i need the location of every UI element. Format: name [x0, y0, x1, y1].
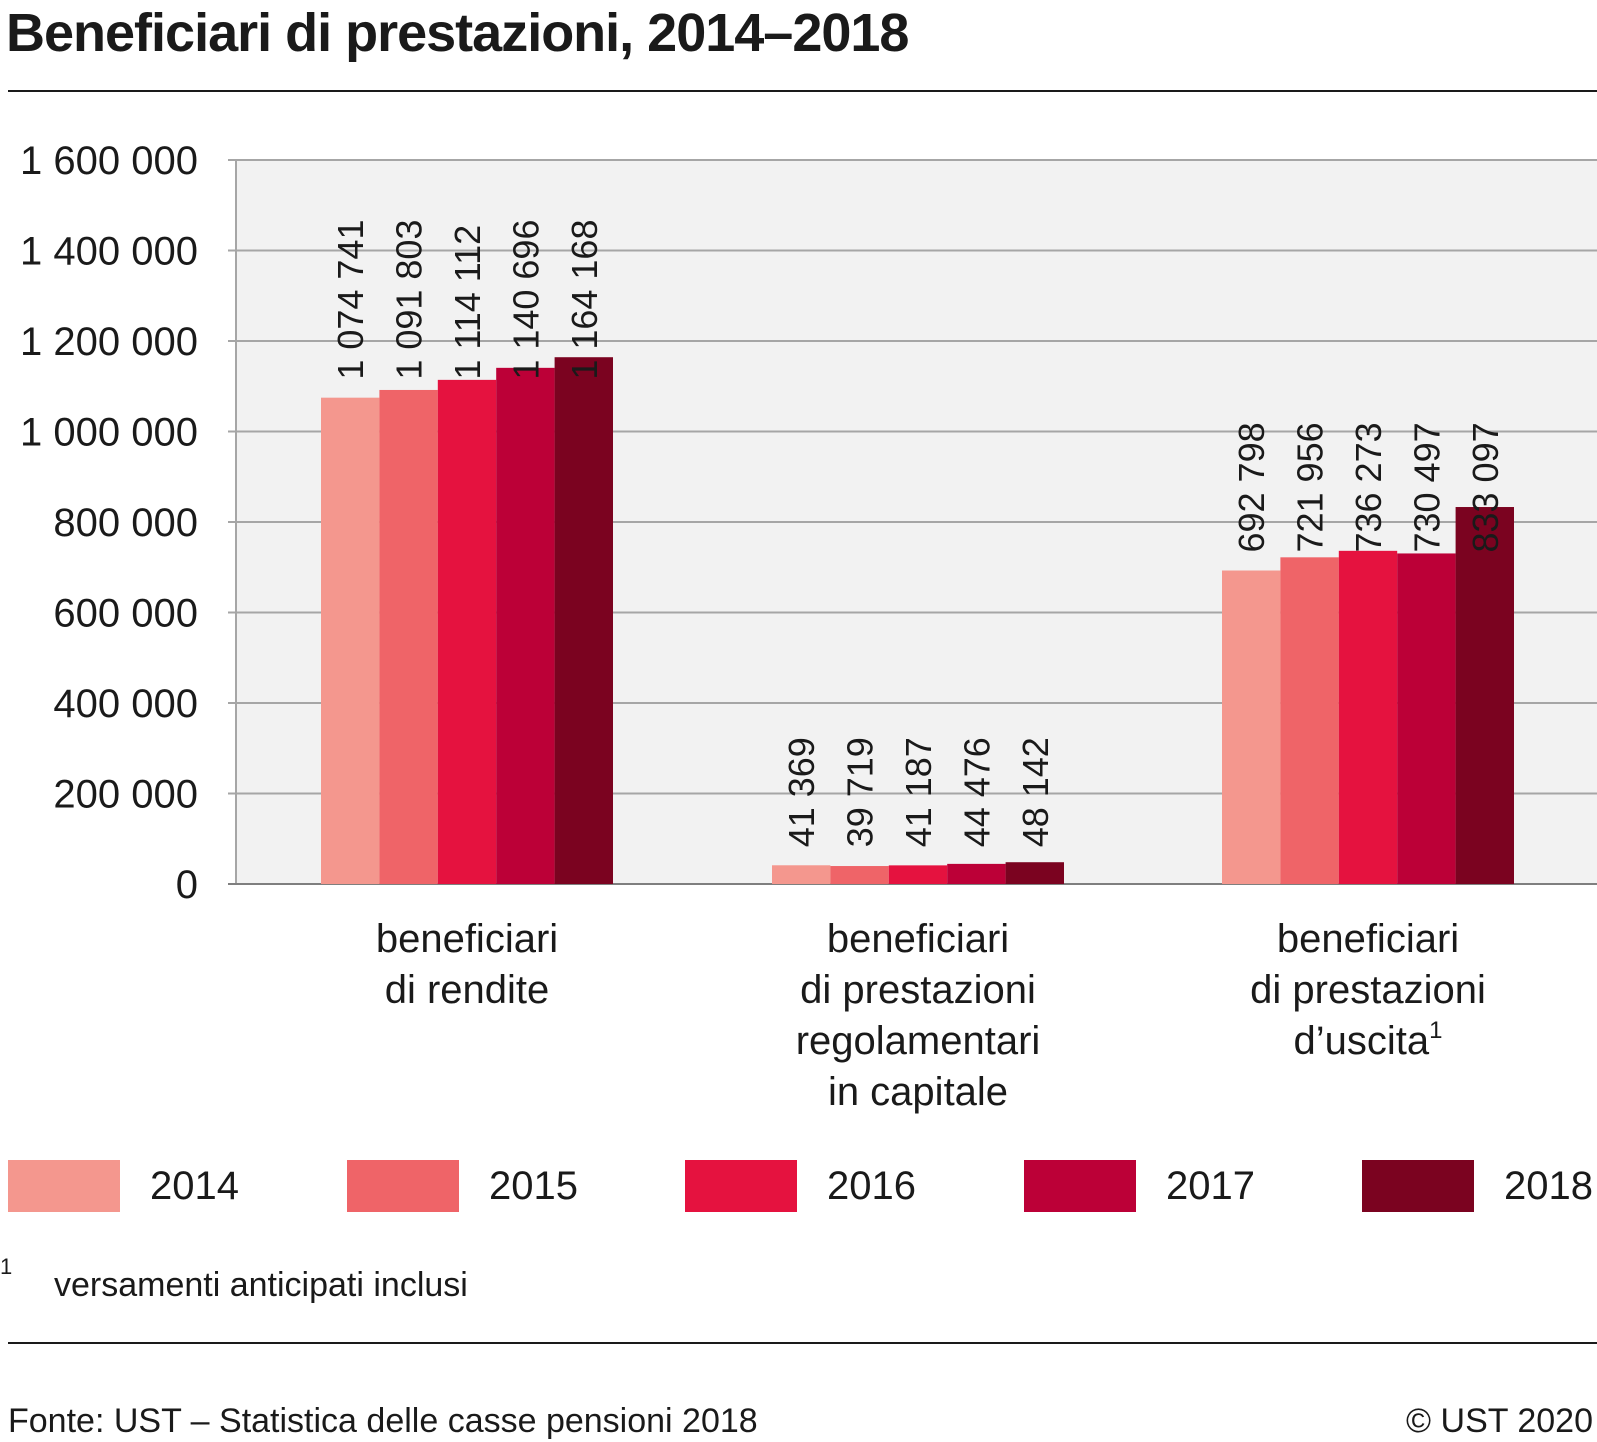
legend-swatch: [685, 1160, 797, 1212]
footnote-marker: 1: [0, 1254, 13, 1279]
value-label-2014-cat3: 692 798: [1231, 422, 1272, 552]
value-label-2015-cat1: 1 091 803: [389, 220, 430, 380]
bar-2018-cat3: [1455, 507, 1514, 884]
bar-2016-cat2: [888, 865, 948, 884]
category-footnote-marker: 1: [1429, 1017, 1442, 1044]
legend-label: 2018: [1504, 1164, 1593, 1208]
source-note: Fonte: UST – Statistica delle casse pens…: [8, 1402, 758, 1440]
bar-2016-cat3: [1338, 550, 1398, 884]
copyright-note: © UST 2020: [1406, 1402, 1593, 1440]
title-rule: [8, 90, 1597, 92]
bar-2017-cat1: [496, 367, 555, 884]
value-label-2016-cat2: 41 187: [898, 737, 939, 847]
y-tick-label: 1 200 000: [20, 320, 198, 364]
legend-swatch: [1024, 1160, 1136, 1212]
bar-2016-cat1: [437, 379, 497, 884]
bar-2017-cat3: [1397, 553, 1456, 884]
legend-swatch: [8, 1160, 120, 1212]
bar-chart: 0 200 000 400 000 600 000 800 000 1 000 000 1 …: [20, 139, 1597, 1114]
bar-2014-cat2: [772, 865, 831, 884]
value-label-2017-cat1: 1 140 696: [505, 220, 546, 380]
value-label-2016-cat1: 1 114 112: [447, 225, 488, 380]
bar-2017-cat2: [947, 863, 1006, 884]
y-tick-label: 1 000 000: [20, 411, 198, 455]
legend-label: 2015: [489, 1164, 578, 1208]
y-tick-label: 0: [176, 863, 198, 907]
value-label-2015-cat2: 39 719: [840, 737, 881, 847]
value-label-2015-cat3: 721 956: [1290, 422, 1331, 552]
chart-title: Beneficiari di prestazioni, 2014–2018: [6, 3, 909, 63]
value-label-2017-cat3: 730 497: [1406, 422, 1447, 552]
bar-2015-cat1: [379, 389, 438, 884]
value-label-2018-cat1: 1 164 168: [564, 220, 605, 380]
bar-2015-cat3: [1280, 557, 1339, 884]
value-label-2014-cat1: 1 074 741: [330, 220, 371, 380]
value-label-2016-cat3: 736 273: [1348, 422, 1389, 552]
y-tick-label: 1 600 000: [20, 139, 198, 183]
y-tick-label: 1 400 000: [20, 230, 198, 274]
chart-legend: 2014 2015 2016 2017 2018: [0, 1160, 1597, 1212]
legend-swatch: [1362, 1160, 1474, 1212]
value-label-2017-cat2: 44 476: [956, 737, 997, 847]
y-tick-label: 600 000: [53, 592, 198, 636]
footnote-text: versamenti anticipati inclusi: [54, 1266, 468, 1304]
legend-label: 2016: [827, 1164, 916, 1208]
bar-2018-cat2: [1005, 862, 1064, 884]
y-tick-label: 200 000: [53, 773, 198, 817]
y-tick-label: 400 000: [53, 682, 198, 726]
legend-label: 2017: [1166, 1164, 1255, 1208]
value-label-2018-cat2: 48 142: [1015, 737, 1056, 847]
bar-2018-cat1: [554, 357, 613, 884]
category-label-2: beneficiari di prestazioni regolamentari in…: [796, 917, 1041, 1114]
footer-rule: [8, 1342, 1597, 1344]
bar-2015-cat2: [830, 866, 889, 884]
category-label-1: beneficiari di rendite: [376, 917, 558, 1012]
legend-swatch: [347, 1160, 459, 1212]
value-label-2014-cat2: 41 369: [781, 737, 822, 847]
value-label-2018-cat3: 833 097: [1465, 422, 1506, 552]
bar-2014-cat3: [1222, 570, 1281, 884]
category-label-3: beneficiari di prestazioni d’uscita1: [1250, 917, 1486, 1063]
bar-2014-cat1: [321, 397, 380, 884]
legend-label: 2014: [150, 1164, 239, 1208]
y-tick-label: 800 000: [53, 501, 198, 545]
